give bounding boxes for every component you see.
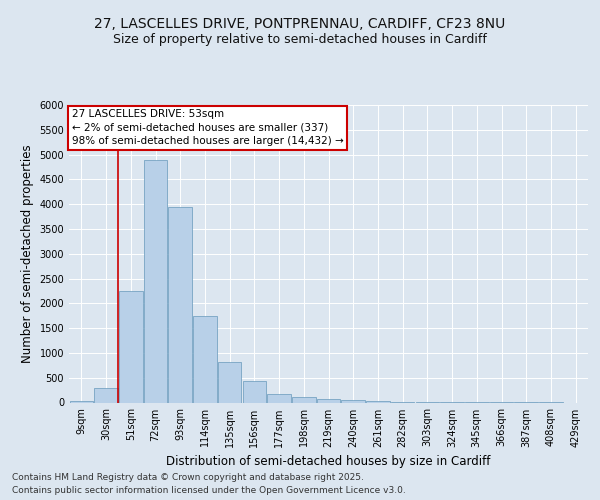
Text: Contains HM Land Registry data © Crown copyright and database right 2025.: Contains HM Land Registry data © Crown c… (12, 472, 364, 482)
Text: 27 LASCELLES DRIVE: 53sqm
← 2% of semi-detached houses are smaller (337)
98% of : 27 LASCELLES DRIVE: 53sqm ← 2% of semi-d… (71, 110, 343, 146)
X-axis label: Distribution of semi-detached houses by size in Cardiff: Distribution of semi-detached houses by … (166, 455, 491, 468)
Bar (70, 401, 93, 402)
Bar (218, 362, 241, 403)
Y-axis label: Number of semi-detached properties: Number of semi-detached properties (21, 144, 34, 363)
Bar (94, 388, 118, 402)
Bar (169, 206, 192, 402)
Bar (119, 291, 143, 403)
Text: Contains public sector information licensed under the Open Government Licence v3: Contains public sector information licen… (12, 486, 406, 495)
Bar (366, 401, 389, 402)
Bar (193, 316, 217, 402)
Bar (292, 396, 316, 402)
Text: Size of property relative to semi-detached houses in Cardiff: Size of property relative to semi-detach… (113, 32, 487, 46)
Text: 27, LASCELLES DRIVE, PONTPRENNAU, CARDIFF, CF23 8NU: 27, LASCELLES DRIVE, PONTPRENNAU, CARDIF… (94, 18, 506, 32)
Bar (268, 394, 291, 402)
Bar (144, 160, 167, 402)
Bar (317, 399, 340, 402)
Bar (341, 400, 365, 402)
Bar (242, 381, 266, 402)
